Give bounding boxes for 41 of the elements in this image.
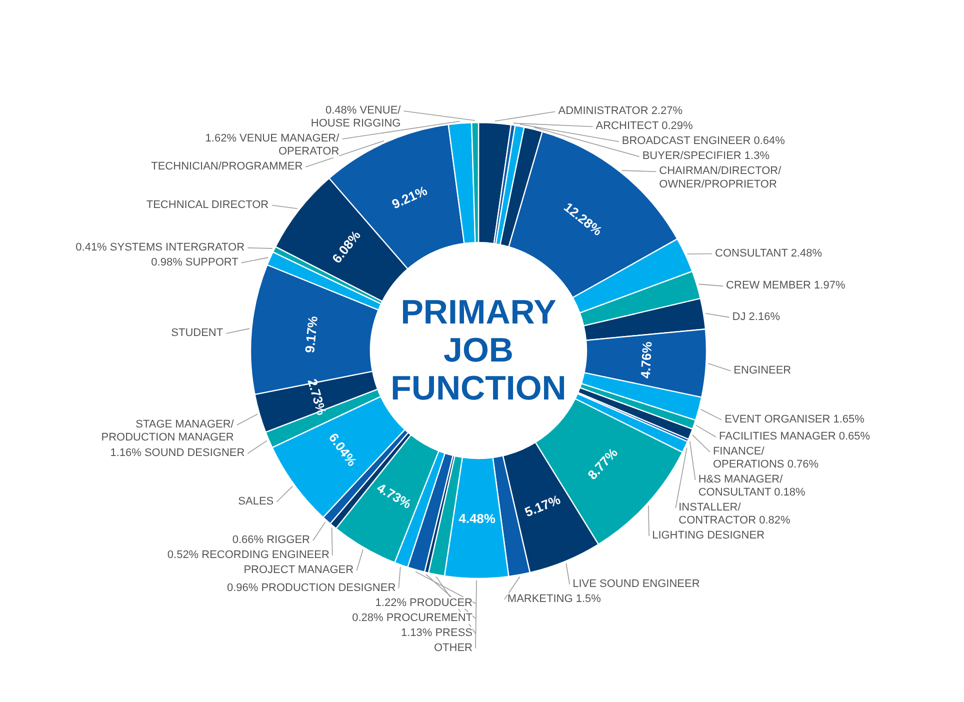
data-label: 9.21%	[390, 182, 430, 212]
slice-label: ARCHITECT 0.29%	[596, 120, 693, 132]
slice-label: STUDENT	[171, 327, 224, 340]
slice-label: 0.66% RIGGER	[232, 534, 310, 546]
slice-label: FINANCE/OPERATIONS 0.76%	[712, 446, 819, 471]
slice-label: TECHNICAL DIRECTOR	[146, 198, 269, 211]
slice-label: 0.48% VENUE/HOUSE RIGGING	[310, 104, 402, 130]
slice-label: PROJECT MANAGER	[244, 564, 354, 576]
slice-label: CREW MEMBER 1.97%	[726, 280, 846, 292]
slice-label: OTHER	[434, 642, 473, 654]
slice-label: SALES	[238, 495, 274, 508]
slice-label: H&S MANAGER/CONSULTANT 0.18%	[698, 474, 806, 499]
slice-label: 0.41% SYSTEMS INTERGRATOR	[76, 241, 245, 254]
slice-label: MARKETING 1.5%	[507, 592, 602, 605]
slice-label: BROADCAST ENGINEER 0.64%	[622, 135, 786, 148]
slice-label: 1.13% PRESS	[400, 626, 473, 639]
slice-label: FACILITIES MANAGER 0.65%	[719, 430, 870, 443]
slice-label: ENGINEER	[734, 364, 792, 376]
slice-label: 0.28% PROCUREMENT	[352, 612, 473, 624]
slice-label: INSTALLER/CONTRACTOR 0.82%	[678, 502, 790, 527]
text: PRIMARY JOB FUNCTION	[390, 294, 566, 408]
slice-label: 1.62% VENUE MANAGER/OPERATOR	[205, 132, 340, 158]
slice-label: CONSULTANT 2.48%	[715, 247, 822, 260]
slice-label: 0.96% PRODUCTION DESIGNER	[226, 582, 396, 594]
data-label: 4.76%	[638, 340, 655, 379]
slice-label: EVENT ORGANISER 1.65%	[724, 413, 865, 426]
slice-label: STAGE MANAGER/PRODUCTION MANAGER	[101, 418, 235, 444]
slice-label: CHAIRMAN/DIRECTOR/OWNER/PROPRIETOR	[659, 165, 782, 190]
slice-label: BUYER/SPECIFIER 1.3%	[642, 150, 770, 162]
slice-label: 0.98% SUPPORT	[151, 256, 239, 268]
data-label: 4.48%	[458, 510, 496, 526]
slice-label: 1.16% SOUND DESIGNER	[110, 446, 245, 459]
slice-label: TECHNICIAN/PROGRAMMER	[151, 160, 303, 173]
slice-label: ADMINISTRATOR 2.27%	[558, 105, 683, 118]
data-label: 5.17%	[522, 492, 563, 520]
data-label: 9.17%	[302, 314, 321, 354]
slice-label: LIGHTING DESIGNER	[652, 530, 765, 542]
slice-label: 0.52% RECORDING ENGINEER	[167, 548, 330, 561]
slice-label: LIVE SOUND ENGINEER	[572, 578, 700, 590]
slice-label: 1.22% PRODUCER	[375, 596, 473, 609]
slice-label: DJ 2.16%	[732, 310, 780, 323]
